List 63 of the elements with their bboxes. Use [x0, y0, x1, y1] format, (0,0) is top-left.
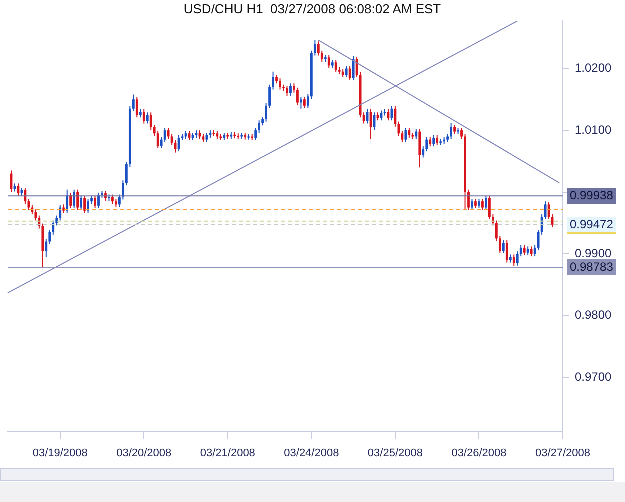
x-tick-label: 03/25/2008 [368, 448, 423, 460]
candlestick [328, 54, 330, 69]
candlestick [70, 192, 72, 209]
candlestick [87, 198, 90, 214]
candlestick [286, 86, 288, 96]
candlestick [136, 96, 138, 118]
candlestick [523, 244, 526, 256]
candlestick [404, 128, 408, 143]
ref-line-label: 0.99472 [570, 217, 614, 232]
candlestick [506, 240, 508, 264]
candlestick [488, 196, 491, 220]
ref-line-label: 0.98783 [570, 260, 614, 274]
candlestick [66, 189, 69, 214]
candlestick [304, 96, 306, 109]
candlestick [450, 122, 452, 140]
candlestick [418, 128, 422, 168]
chart-title: USD/CHU H1 03/27/2008 06:08:02 AM EST [184, 1, 442, 16]
candlestick [352, 56, 355, 82]
candlestick [146, 112, 149, 124]
candlestick [300, 96, 302, 110]
y-tick-label: 0.9700 [575, 370, 612, 384]
y-tick-label: 0.9900 [575, 246, 612, 260]
candlestick [482, 198, 484, 211]
candlestick [436, 134, 439, 146]
candlestick [84, 196, 86, 214]
candlestick [530, 246, 533, 258]
x-tick-label: 03/27/2008 [535, 448, 591, 460]
y-tick-label: 1.0100 [575, 122, 612, 137]
candlestick [478, 198, 480, 209]
candlestick [156, 130, 160, 149]
candlestick [432, 134, 436, 148]
candlestick [474, 198, 477, 209]
candlestick [279, 78, 282, 90]
y-tick-label: 1.0200 [575, 61, 612, 76]
candlestick [345, 66, 348, 78]
candlestick [334, 60, 338, 73]
candlestick [415, 128, 418, 140]
candlestick [80, 196, 82, 211]
candlestick [512, 254, 516, 267]
ref-line-label: 0.99938 [570, 188, 614, 202]
candlestick [164, 128, 166, 143]
x-tick-label: 03/19/2008 [32, 448, 88, 460]
candlestick [290, 83, 292, 96]
candlestick [408, 128, 411, 138]
candlestick [454, 124, 456, 135]
x-tick-label: 03/21/2008 [200, 448, 256, 460]
candlestick [98, 192, 100, 209]
candlestick [73, 189, 76, 209]
candlestick [471, 198, 474, 211]
candlestick [59, 204, 62, 222]
x-tick-label: 03/20/2008 [116, 448, 172, 460]
candlestick [429, 136, 432, 148]
candlestick [485, 196, 488, 211]
candlestick [112, 194, 114, 205]
candlestick [348, 66, 352, 82]
candlestick [142, 109, 146, 124]
x-tick-label: 03/26/2008 [452, 448, 507, 460]
y-tick-label: 0.9800 [575, 308, 612, 322]
candlestick [94, 196, 96, 209]
candlestick [76, 189, 80, 211]
candlestick [502, 240, 505, 254]
x-tick-label: 03/24/2008 [284, 448, 340, 460]
candlestick [296, 87, 299, 106]
